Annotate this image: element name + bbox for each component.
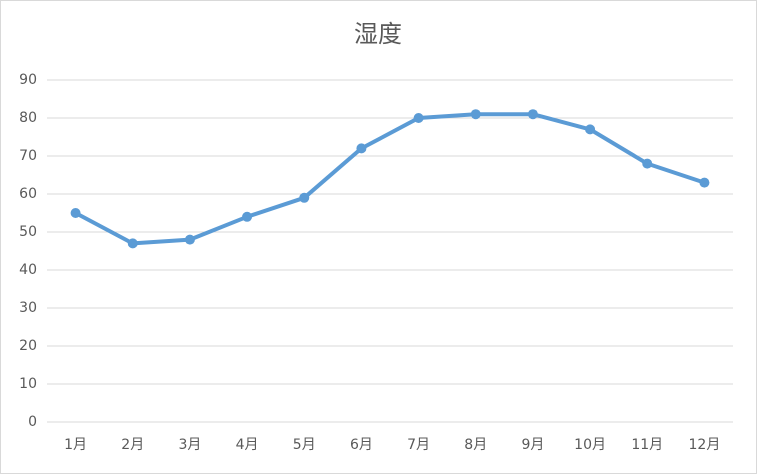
x-tick-label: 7月 — [407, 437, 430, 453]
x-tick-label: 8月 — [464, 437, 487, 453]
point — [127, 238, 138, 249]
x-tick-label: 10月 — [574, 437, 606, 453]
x-tick-label: 12月 — [689, 437, 721, 453]
y-tick-label: 70 — [19, 148, 37, 164]
point — [699, 177, 710, 188]
point — [585, 124, 596, 135]
x-tick-label: 1月 — [64, 437, 87, 453]
chart-title: 湿度 — [354, 20, 402, 48]
y-tick-label: 60 — [19, 186, 37, 202]
point — [70, 208, 81, 218]
point — [527, 109, 538, 120]
x-tick-label: 3月 — [178, 437, 201, 453]
x-tick-label: 6月 — [350, 437, 373, 453]
point — [413, 113, 424, 123]
point — [299, 192, 310, 203]
x-tick-label: 4月 — [236, 437, 259, 453]
x-tick-label: 9月 — [521, 437, 544, 453]
line — [73, 112, 707, 246]
y-tick-label: 50 — [19, 224, 37, 240]
x-tick-label: 5月 — [293, 437, 316, 453]
x-tick-label: 11月 — [631, 437, 663, 453]
point — [470, 109, 481, 120]
y-tick-label: 90 — [19, 72, 37, 88]
y-tick-label: 20 — [19, 338, 37, 354]
y-tick-label: 0 — [28, 414, 37, 430]
y-tick-label: 30 — [19, 300, 37, 316]
point — [242, 211, 253, 222]
point — [642, 158, 653, 169]
x-tick-label: 2月 — [121, 437, 144, 453]
point — [356, 143, 367, 154]
y-tick-label: 80 — [19, 110, 37, 126]
y-tick-label: 10 — [19, 376, 37, 392]
point — [184, 234, 195, 245]
y-tick-label: 40 — [19, 262, 37, 278]
